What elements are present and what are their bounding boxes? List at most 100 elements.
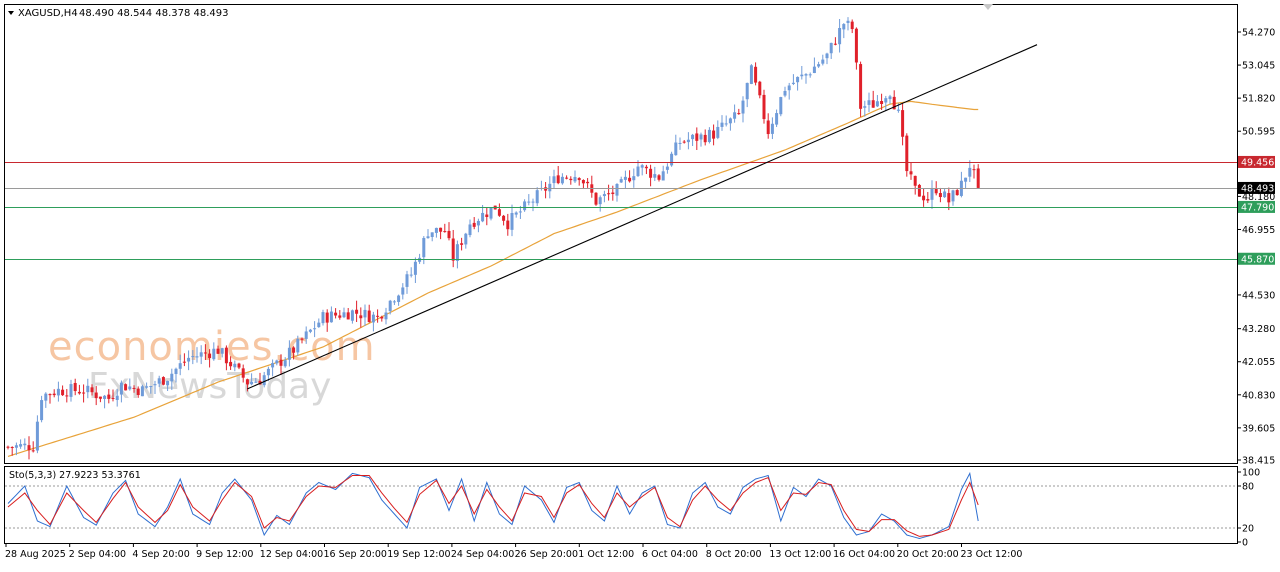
candle-body — [283, 360, 287, 367]
candle-body — [686, 139, 690, 143]
candle-body — [565, 177, 569, 179]
time-tick-label: 23 Oct 12:00 — [961, 549, 1023, 560]
candle-body — [439, 227, 443, 232]
candle-body — [682, 141, 686, 143]
candle-body — [224, 347, 228, 364]
candle-body — [363, 309, 367, 318]
candle-body — [846, 20, 850, 23]
price-tick-label: 44.530 — [1242, 290, 1275, 301]
candle-body — [166, 380, 170, 386]
candle-body — [754, 66, 758, 83]
candle-body — [266, 368, 270, 376]
candle-body — [678, 142, 682, 144]
candle-body — [279, 359, 283, 366]
candle-body — [842, 24, 846, 30]
time-tick-label: 16 Oct 04:00 — [833, 549, 895, 560]
time-tick-label: 8 Oct 20:00 — [706, 549, 762, 560]
symbol-label: XAGUSD,H4 — [18, 8, 78, 19]
price-tag-48.493 — [1238, 181, 1275, 194]
candle-body — [968, 167, 972, 177]
candle-body — [863, 106, 867, 108]
time-tick-label: 19 Sep 12:00 — [387, 549, 450, 560]
time-tick-label: 12 Sep 04:00 — [260, 549, 323, 560]
candle-body — [481, 212, 485, 222]
candle-body — [111, 397, 115, 399]
candle-body — [384, 312, 388, 320]
candle-body — [203, 352, 207, 354]
scroll-marker-icon[interactable] — [983, 4, 993, 10]
candle-body — [376, 315, 380, 317]
candle-body — [766, 120, 770, 135]
candle-body — [443, 231, 447, 233]
candle-body — [73, 382, 77, 392]
candle-body — [237, 363, 241, 368]
candle-body — [119, 382, 123, 395]
candle-body — [762, 94, 766, 120]
candle-body — [355, 309, 359, 314]
candle-body — [229, 361, 233, 367]
candle-body — [82, 392, 86, 394]
candle-body — [791, 82, 795, 84]
candle-body — [833, 43, 837, 45]
candle-body — [103, 395, 107, 399]
candle-body — [52, 393, 56, 396]
candle-body — [775, 113, 779, 125]
candle-body — [409, 274, 413, 276]
candle-body — [598, 197, 602, 205]
candle-body — [19, 444, 23, 447]
price-tick-label: 54.270 — [1242, 28, 1275, 39]
candle-body — [182, 361, 186, 363]
candle-body — [422, 237, 426, 258]
candle-body — [136, 388, 140, 396]
candle-body — [896, 109, 900, 111]
candle-body — [783, 90, 787, 96]
candle-body — [716, 126, 720, 138]
candle-body — [699, 134, 703, 140]
candle-body — [98, 396, 102, 399]
price-tag-label: 48.493 — [1241, 183, 1274, 194]
candle-body — [632, 176, 636, 181]
candle-body — [296, 338, 300, 353]
candle-body — [917, 184, 921, 197]
candle-body — [913, 175, 917, 186]
candle-body — [808, 74, 812, 76]
candle-body — [770, 123, 774, 134]
candle-body — [804, 74, 808, 76]
candle-body — [56, 388, 60, 396]
candle-body — [636, 166, 640, 177]
candle-body — [157, 378, 161, 384]
collapse-triangle-icon[interactable] — [8, 11, 14, 15]
oscillator-tick-label: 80 — [1242, 482, 1254, 493]
candle-body — [258, 380, 262, 385]
candle-body — [195, 356, 199, 358]
candle-body — [829, 42, 833, 54]
candle-body — [707, 129, 711, 142]
price-tag-label: 47.790 — [1241, 202, 1274, 213]
candle-body — [300, 338, 304, 340]
candle-body — [161, 377, 165, 385]
candle-body — [510, 213, 514, 230]
candle-body — [623, 176, 627, 180]
candle-body — [275, 360, 279, 364]
candle-body — [405, 274, 409, 287]
candle-body — [758, 81, 762, 96]
candle-body — [972, 169, 976, 171]
candle-body — [922, 195, 926, 201]
candle-body — [737, 113, 741, 115]
trendline[interactable] — [247, 44, 1038, 390]
time-tick-label: 13 Oct 12:00 — [769, 549, 831, 560]
candle-body — [287, 347, 291, 360]
candle-body — [174, 368, 178, 375]
candle-body — [191, 356, 195, 358]
candle-body — [86, 385, 90, 393]
candle-body — [212, 348, 216, 360]
candle-body — [943, 191, 947, 198]
candle-body — [329, 311, 333, 323]
candle-body — [888, 96, 892, 100]
stochastic-label: Sto(5,3,3) 27.9223 53.3761 — [9, 470, 141, 481]
oscillator-tick-label: 0 — [1242, 538, 1248, 549]
candle-body — [649, 168, 653, 178]
candle-body — [850, 21, 854, 30]
